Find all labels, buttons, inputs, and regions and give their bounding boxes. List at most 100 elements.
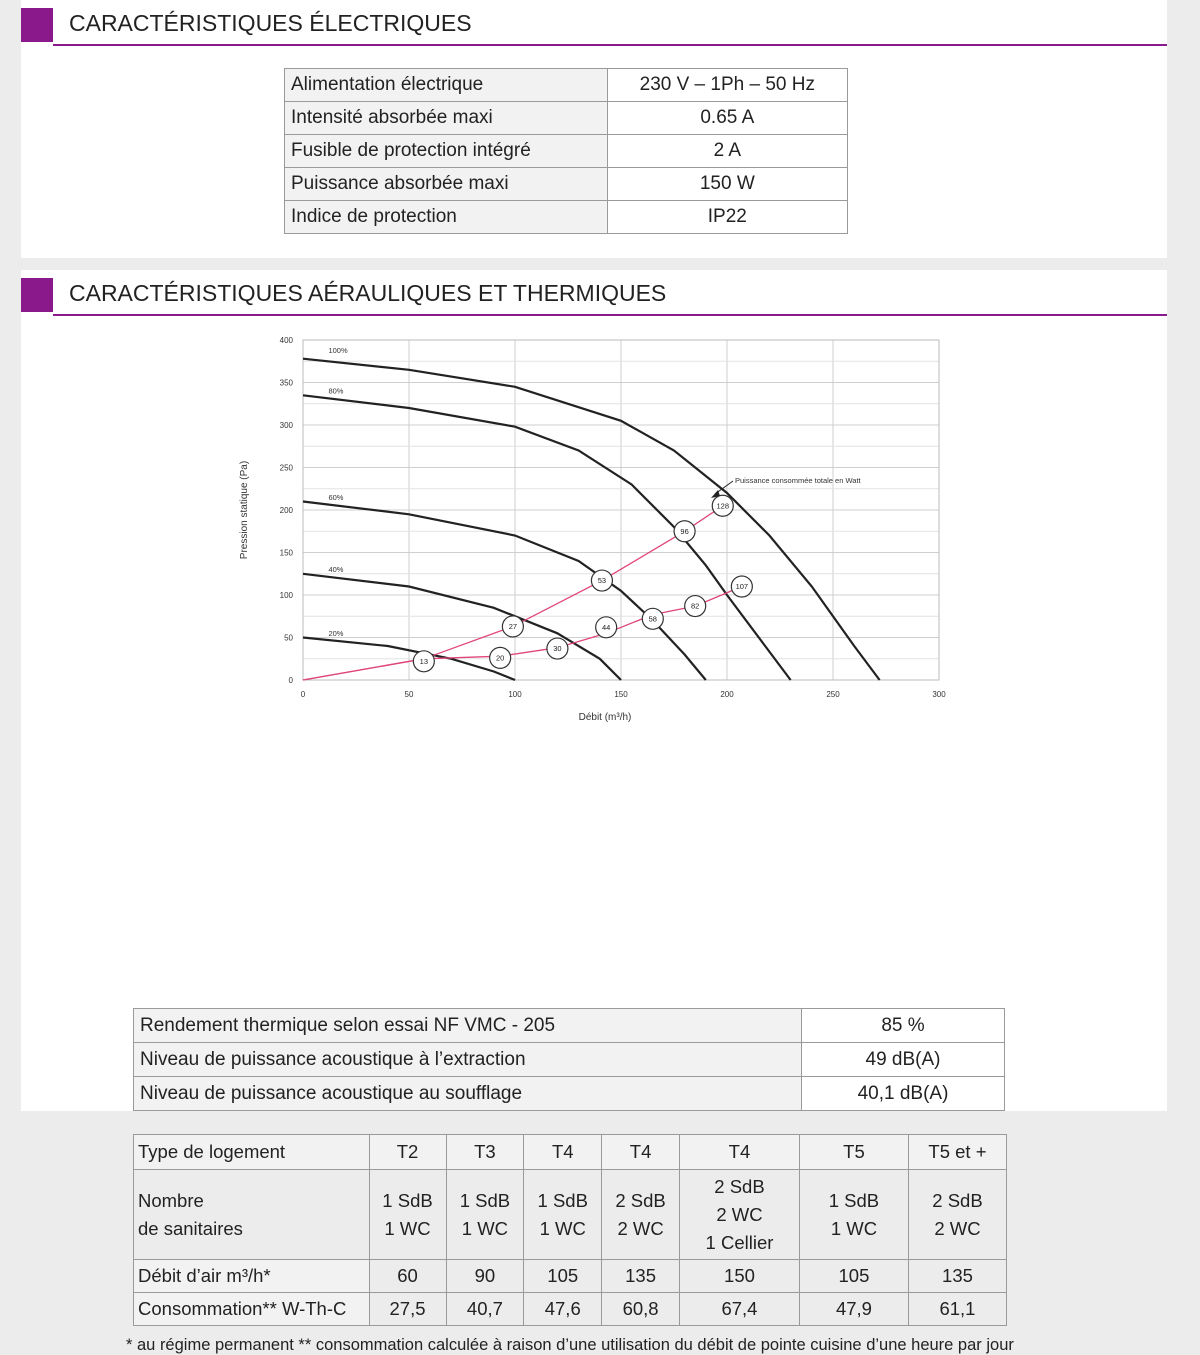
series-line	[302, 636, 516, 682]
y-tick-label: 400	[280, 336, 294, 345]
electric-label: Indice de protection	[284, 200, 608, 234]
rendement-value: 85 %	[801, 1008, 1005, 1043]
table-row: Consommation** W-Th-C 27,5 40,7 47,6 60,8 67,…	[133, 1292, 1008, 1326]
sanitaires-line: 2 WC	[934, 1217, 981, 1239]
conso-value: 67,4	[678, 1292, 800, 1326]
x-tick-label: 150	[614, 690, 628, 699]
electric-value: IP22	[606, 200, 849, 234]
electric-label: Fusible de protection intégré	[284, 134, 608, 168]
y-tick-label: 150	[280, 549, 294, 558]
debit-value: 105	[798, 1259, 909, 1293]
debit-label: Débit d’air m³/h*	[133, 1259, 370, 1293]
sanitaires-line: 1 WC	[384, 1217, 431, 1239]
rendement-table: Rendement thermique selon essai NF VMC -…	[133, 1008, 1005, 1111]
power-point-label: 82	[691, 602, 699, 611]
electric-table: Alimentation électrique 230 V – 1Ph – 50…	[284, 68, 849, 234]
sanitaires-line: 2 WC	[617, 1217, 664, 1239]
table-row: Puissance absorbée maxi 150 W	[284, 167, 849, 201]
power-point-marker: 107	[730, 575, 753, 598]
rendement-value: 40,1 dB(A)	[801, 1076, 1005, 1111]
curve-label: 20%	[328, 629, 343, 638]
logement-type: T2	[368, 1134, 447, 1170]
sanitaires-line: 2 SdB	[615, 1189, 666, 1211]
debit-value: 90	[445, 1259, 525, 1293]
power-point-label: 13	[420, 657, 428, 666]
sanitaires-cell: 1 SdB 1 WC	[523, 1169, 603, 1260]
section-marker	[21, 278, 53, 312]
x-tick-label: 0	[301, 690, 306, 699]
curve-label: 40%	[328, 565, 343, 574]
sanitaires-line: 1 SdB	[537, 1189, 588, 1211]
table-row: Indice de protection IP22	[284, 200, 849, 234]
fan-curve-chart: 0 50 100 150 200 250 300 0 50 100 150 200 250 300 350 4…	[239, 336, 947, 722]
section-rule	[53, 314, 1167, 316]
rendement-label: Rendement thermique selon essai NF VMC -…	[133, 1008, 802, 1043]
sanitaires-line: 1 WC	[830, 1217, 878, 1239]
power-point-marker: 58	[641, 607, 664, 630]
power-point-label: 128	[717, 501, 730, 510]
table-row: Niveau de puissance acoustique au souffl…	[133, 1076, 1005, 1111]
debit-value: 135	[907, 1259, 1008, 1293]
logement-type: T3	[445, 1134, 525, 1170]
x-tick-label: 100	[508, 690, 522, 699]
sanitaires-cell: 2 SdB 2 WC	[907, 1169, 1008, 1260]
chart-series	[302, 357, 881, 682]
sanitaires-line: 2 SdB	[714, 1175, 765, 1197]
logement-type: T4	[523, 1134, 603, 1170]
electric-value: 2 A	[606, 134, 849, 168]
power-point-circle	[501, 615, 524, 638]
chart-point-labels: 100% 80% 60% 40% 20% 13 27 53 96 128 20 30 44 58 82 107	[328, 346, 753, 673]
power-point-circle	[489, 646, 512, 669]
conso-value: 40,7	[445, 1292, 525, 1326]
conso-value: 47,9	[798, 1292, 909, 1326]
table-row: Type de logement T2 T3 T4 T4 T4 T5 T5 et +	[133, 1134, 1008, 1170]
aero-section-header: CARACTÉRISTIQUES AÉRAULIQUES ET THERMIQU…	[21, 270, 1167, 316]
sanitaires-cell: 1 SdB 1 WC	[445, 1169, 525, 1260]
conso-label: Consommation** W-Th-C	[133, 1292, 370, 1326]
logement-type: T5 et +	[907, 1134, 1008, 1170]
power-point-marker: 27	[501, 615, 524, 638]
curve-label: 100%	[328, 346, 348, 355]
annotation-arrow	[711, 480, 734, 498]
y-tick-label: 350	[280, 379, 294, 388]
power-point-circle	[711, 494, 734, 517]
power-point-circle	[590, 569, 614, 592]
y-tick-label: 50	[284, 634, 293, 643]
section-marker	[21, 8, 53, 42]
footnote: * au régime permanent ** consommation ca…	[126, 1336, 1014, 1354]
sanitaires-cell: 2 SdB 2 WC 1 Cellier	[678, 1169, 800, 1260]
conso-value: 47,6	[523, 1292, 603, 1326]
table-row: Rendement thermique selon essai NF VMC -…	[133, 1008, 1005, 1043]
conso-value: 27,5	[368, 1292, 447, 1326]
x-tick-label: 50	[405, 690, 414, 699]
power-point-marker: 20	[489, 646, 512, 669]
power-point-marker: 96	[673, 520, 696, 543]
chart-axes: 0 50 100 150 200 250 300 0 50 100 150 200 250 300 350 4…	[280, 336, 947, 699]
curve-label: 80%	[328, 387, 343, 396]
rendement-label: Niveau de puissance acoustique au souffl…	[133, 1076, 802, 1111]
y-tick-label: 250	[280, 464, 294, 473]
y-tick-label: 300	[280, 421, 294, 430]
sanitaires-line: 1 WC	[461, 1217, 509, 1239]
table-row: Nombre de sanitaires 1 SdB 1 WC 1 SdB 1 WC 1 S…	[133, 1169, 1008, 1260]
power-point-label: 58	[649, 614, 657, 623]
sanitaires-line: 1 SdB	[828, 1189, 880, 1211]
debit-value: 105	[523, 1259, 603, 1293]
rendement-value: 49 dB(A)	[801, 1042, 1005, 1077]
power-point-marker: 53	[590, 569, 614, 592]
power-point-marker: 82	[684, 594, 707, 618]
electric-value: 150 W	[606, 167, 849, 201]
power-point-label: 30	[553, 644, 561, 653]
table-row: Intensité absorbée maxi 0.65 A	[284, 101, 849, 135]
logement-type: T5	[798, 1134, 909, 1170]
power-point-circle	[546, 637, 569, 660]
rendement-label: Niveau de puissance acoustique à l’extra…	[133, 1042, 802, 1077]
table-row: Alimentation électrique 230 V – 1Ph – 50…	[284, 68, 849, 102]
electric-label: Intensité absorbée maxi	[284, 101, 608, 135]
power-point-marker: 30	[546, 637, 569, 660]
power-point-marker: 13	[412, 650, 435, 673]
electric-label: Puissance absorbée maxi	[284, 167, 608, 201]
chart-grid	[302, 339, 940, 681]
y-tick-label: 200	[280, 506, 294, 515]
conso-value: 60,8	[601, 1292, 680, 1326]
